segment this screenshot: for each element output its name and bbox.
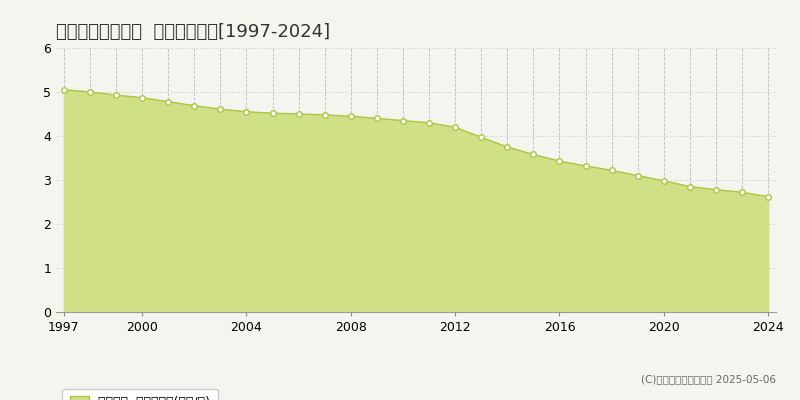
Legend: 基準地価  平均坊単価(万円/坊): 基準地価 平均坊単価(万円/坊) [62,389,218,400]
Text: 久慈郡大子町袋田  基準地価推移[1997-2024]: 久慈郡大子町袋田 基準地価推移[1997-2024] [56,23,330,41]
Text: (C)土地価格ドットコム 2025-05-06: (C)土地価格ドットコム 2025-05-06 [641,374,776,384]
